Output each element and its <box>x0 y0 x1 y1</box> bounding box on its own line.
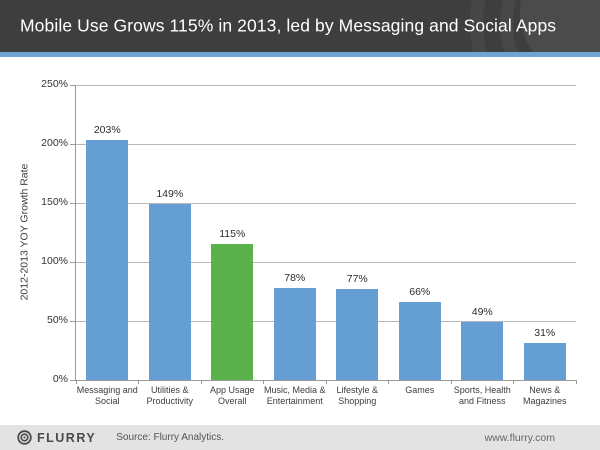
title-bar: Mobile Use Grows 115% in 2013, led by Me… <box>0 0 600 52</box>
y-tick-mark <box>70 143 75 145</box>
category-label: Sports, Health and Fitness <box>453 385 511 406</box>
x-tick-mark <box>138 380 139 384</box>
bar-value-label: 149% <box>156 188 184 201</box>
y-tick-mark <box>70 202 75 204</box>
y-axis-title: 2012-2013 YOY Growth Rate <box>18 163 31 301</box>
bar-slot: 203% Messaging and Social <box>76 85 139 406</box>
flurry-rings-watermark-mid <box>500 0 600 52</box>
page-title: Mobile Use Grows 115% in 2013, led by Me… <box>20 15 557 36</box>
y-tick-label: 100% <box>41 255 68 267</box>
source-text: Source: Flurry Analytics. <box>116 432 225 443</box>
footer: FLURRY Source: Flurry Analytics. www.flu… <box>0 425 600 450</box>
category-label: Music, Media & Entertainment <box>263 385 326 406</box>
category-label: App Usage Overall <box>209 385 255 406</box>
bar-slot: 149% Utilities & Productivity <box>139 85 202 406</box>
bar-value-label: 115% <box>219 228 246 241</box>
category-label: Messaging and Social <box>76 385 138 406</box>
bar <box>461 322 504 380</box>
x-tick-mark <box>200 380 202 384</box>
flurry-rings-watermark-circle <box>520 0 600 52</box>
bar-slot: 66% Games <box>389 85 452 395</box>
bar-value-label: 31% <box>534 327 556 340</box>
y-tick-label: 50% <box>46 314 68 326</box>
bar-value-label: 66% <box>409 286 431 299</box>
bar-slot: 77% Lifestyle & Shopping <box>326 85 389 406</box>
bar <box>398 302 441 380</box>
bar <box>336 289 379 380</box>
bar-slot: 31% News & Magazines <box>514 85 577 406</box>
bar-value-label: 78% <box>284 271 306 284</box>
y-tick-label: 0% <box>52 373 68 385</box>
bar <box>523 343 566 380</box>
bar-slot: 115% App Usage Overall <box>201 85 264 406</box>
gridline <box>76 84 576 86</box>
y-tick-label: 200% <box>41 137 68 149</box>
y-tick-mark <box>70 379 75 381</box>
bar-value-label: 203% <box>93 124 121 137</box>
bar <box>211 244 254 380</box>
brand-name: FLURRY <box>37 430 97 445</box>
gridline <box>76 320 576 322</box>
category-label: Lifestyle & Shopping <box>336 385 379 406</box>
bar <box>273 287 316 380</box>
bar-value-label: 49% <box>471 306 493 319</box>
x-tick-mark <box>575 380 577 384</box>
gridline <box>76 202 576 204</box>
flurry-logo: FLURRY <box>17 430 96 445</box>
accent-line <box>0 52 600 57</box>
bar <box>86 140 129 380</box>
bar-slot: 78% Music, Media & Entertainment <box>264 85 327 406</box>
category-label: Utilities & Productivity <box>146 385 194 406</box>
y-tick-mark <box>70 320 75 322</box>
y-tick-label: 150% <box>41 196 68 208</box>
y-tick-mark <box>70 261 75 263</box>
y-tick-mark <box>70 84 75 86</box>
category-label: News & Magazines <box>522 385 567 406</box>
bar-value-label: 77% <box>346 273 368 286</box>
bar <box>148 204 191 380</box>
x-tick-mark <box>75 380 77 384</box>
bar-slot: 49% Sports, Health and Fitness <box>451 85 514 406</box>
x-tick-mark <box>388 380 389 384</box>
x-tick-mark <box>450 380 452 384</box>
x-tick-mark <box>263 380 264 384</box>
plot-area: 0% 50% 100% 150% 200% 250% 203% Messaging and So… <box>41 78 577 406</box>
flurry-logo-icon <box>17 430 32 445</box>
gridline <box>76 261 576 263</box>
gridline <box>76 143 576 145</box>
x-tick-mark <box>513 380 514 384</box>
flurry-rings-watermark-outer <box>470 0 600 52</box>
chart-area: 2012-2013 YOY Growth Rate 0% 50% 100% 150% 2… <box>0 57 600 425</box>
website-url: www.flurry.com <box>484 431 555 444</box>
y-tick-label: 250% <box>41 78 68 90</box>
x-tick-mark <box>325 380 327 384</box>
category-label: Games <box>405 385 435 395</box>
